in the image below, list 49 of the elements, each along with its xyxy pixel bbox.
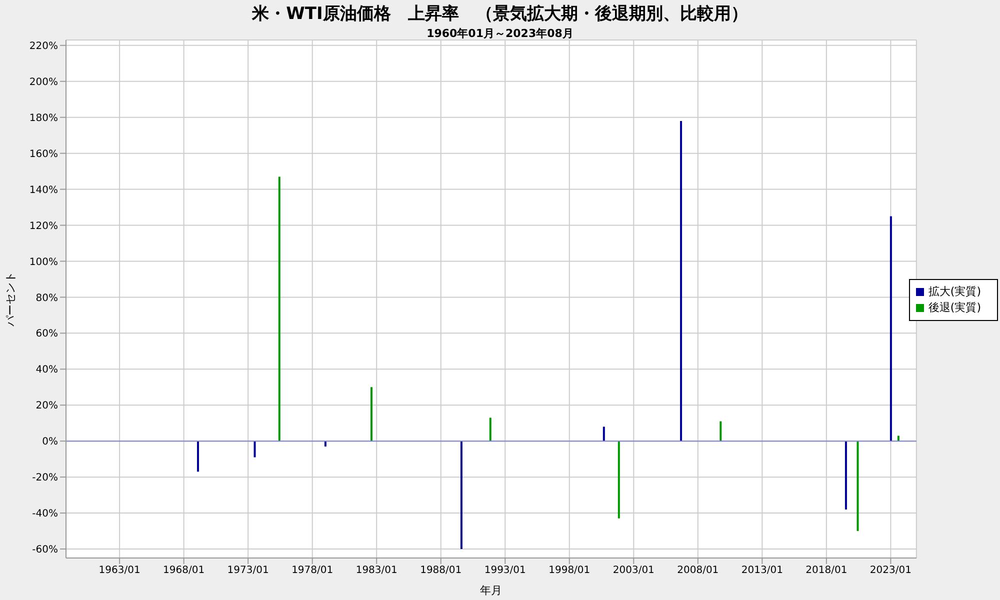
bar: [856, 441, 859, 532]
chart-subtitle: 1960年01月～2023年08月: [426, 26, 574, 41]
y-tick-label: 220%: [29, 40, 58, 52]
bar: [618, 441, 620, 518]
y-tick-label: -40%: [32, 508, 58, 520]
bar: [720, 421, 722, 442]
x-tick-label: 2018/01: [806, 565, 848, 576]
bar: [324, 441, 326, 446]
y-axis-title: パーセント: [4, 272, 17, 328]
y-tick-label: -20%: [32, 472, 58, 484]
x-tick-label: 2013/01: [741, 565, 783, 576]
y-tick-label: 80%: [36, 292, 58, 304]
x-tick-label: 2008/01: [677, 565, 719, 576]
x-tick-label: 1978/01: [292, 565, 334, 576]
legend-label: 拡大(実質): [928, 285, 981, 298]
bar: [602, 426, 605, 442]
bar: [278, 176, 280, 442]
bar: [897, 436, 900, 442]
y-tick-label: 40%: [36, 364, 58, 376]
y-tick-label: 60%: [36, 328, 58, 340]
x-tick-label: 1988/01: [420, 565, 462, 576]
bar: [844, 441, 847, 510]
y-tick-label: 160%: [29, 148, 58, 160]
bar: [489, 418, 492, 442]
x-tick-label: 1983/01: [356, 565, 398, 576]
x-tick-label: 1998/01: [548, 565, 590, 576]
bar: [890, 216, 892, 442]
y-tick-label: 100%: [29, 256, 58, 268]
y-tick-label: -60%: [32, 544, 58, 556]
y-tick-label: 180%: [29, 112, 58, 124]
x-tick-label: 2023/01: [870, 565, 912, 576]
x-tick-label: 1973/01: [227, 565, 269, 576]
bar: [196, 441, 199, 472]
x-tick-label: 1963/01: [98, 565, 140, 576]
y-tick-label: 120%: [29, 220, 58, 232]
x-tick-label: 1968/01: [163, 565, 205, 576]
x-tick-label: 2003/01: [612, 565, 654, 576]
chart-title: 米・WTI原油価格 上昇率 （景気拡大期・後退期別、比較用）: [250, 3, 749, 25]
x-tick-label: 1993/01: [484, 565, 526, 576]
bar: [460, 441, 462, 550]
bar: [254, 441, 256, 458]
y-tick-label: 0%: [42, 436, 58, 448]
y-tick-label: 20%: [36, 400, 58, 412]
bar: [370, 387, 372, 442]
bar: [680, 120, 682, 442]
legend-label: 後退(実質): [928, 301, 981, 314]
x-axis-title: 年月: [480, 584, 502, 597]
y-tick-label: 200%: [29, 76, 58, 88]
y-tick-label: 140%: [29, 184, 58, 196]
